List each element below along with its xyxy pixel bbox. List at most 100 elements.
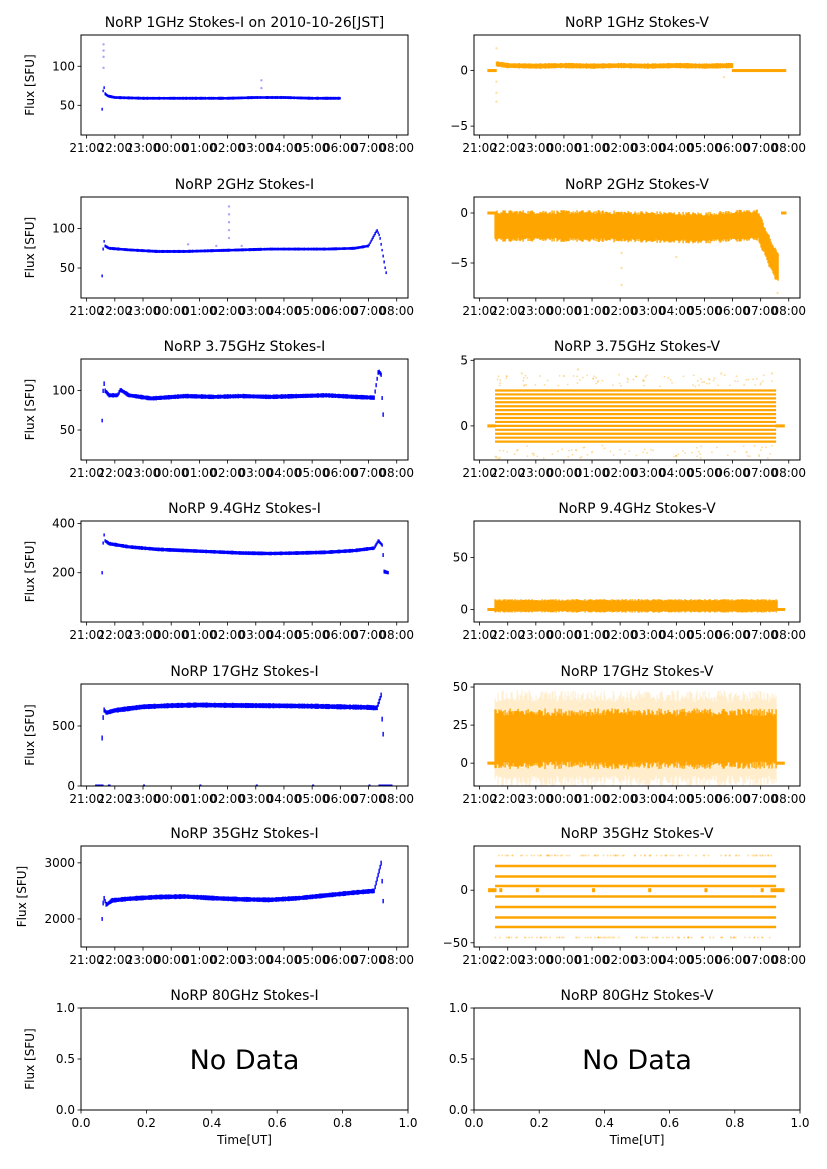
x-tick-label: 21:00 — [462, 792, 497, 806]
data-point — [628, 450, 631, 452]
data-point — [708, 382, 711, 385]
subplot-1ghz-i: 50 100 21:0022:0023:0000:0001:0002:0003:00… — [23, 15, 414, 155]
y-tick-label: 0 — [460, 756, 468, 770]
data-point — [660, 854, 663, 857]
data-point — [687, 936, 690, 939]
data-point — [702, 854, 705, 857]
data-point — [524, 936, 527, 939]
data-point — [602, 854, 605, 857]
x-tick-label: 07:00 — [743, 466, 778, 480]
series-signal — [495, 61, 734, 69]
data-point — [506, 854, 509, 857]
data-point — [539, 854, 542, 857]
data-point — [683, 936, 686, 939]
data-point — [733, 936, 736, 939]
x-tick-label: 00:00 — [547, 466, 582, 480]
data-point — [705, 382, 708, 385]
data-mark — [648, 888, 652, 893]
data-point — [583, 446, 586, 449]
x-tick-label: 06:00 — [323, 953, 358, 967]
data-point — [748, 936, 751, 939]
data-point — [539, 854, 542, 857]
data-point — [682, 449, 684, 452]
series-levels — [488, 854, 785, 939]
data-point — [634, 854, 637, 857]
subplot-title: NoRP 80GHz Stokes-I — [170, 988, 318, 1004]
data-point — [672, 854, 675, 857]
subplot-title: NoRP 17GHz Stokes-V — [561, 664, 714, 680]
data-point — [528, 936, 531, 939]
data-point — [549, 936, 552, 939]
data-point — [732, 936, 735, 939]
x-tick-label: 22:00 — [490, 466, 525, 480]
data-point — [762, 380, 764, 383]
data-point — [543, 936, 546, 939]
data-point — [678, 854, 681, 857]
data-point — [699, 453, 702, 455]
x-tick-label: 1.0 — [790, 1116, 809, 1130]
plot-area — [487, 690, 785, 786]
data-point — [495, 456, 498, 459]
data-point — [776, 291, 779, 295]
data-point — [744, 936, 747, 939]
data-point — [522, 376, 525, 379]
data-point — [507, 936, 510, 939]
x-tick-label: 03:00 — [238, 304, 273, 318]
data-point — [613, 936, 616, 939]
data-point — [506, 451, 509, 453]
data-point — [579, 379, 581, 382]
x-tick-label: 00:00 — [547, 953, 582, 967]
data-point — [576, 936, 579, 939]
x-tick-label: 00:00 — [547, 304, 582, 318]
data-point — [678, 854, 681, 857]
x-tick-label: 04:00 — [659, 141, 694, 155]
data-point — [650, 448, 652, 451]
data-point — [519, 854, 522, 857]
data-point — [713, 377, 716, 380]
data-point — [767, 854, 770, 857]
data-point — [700, 936, 703, 939]
y-axis-label: Flux [SFU] — [15, 866, 29, 927]
x-tick-label: 04:00 — [267, 953, 302, 967]
data-point — [708, 379, 711, 381]
data-point — [524, 374, 527, 377]
series-zero-post — [781, 211, 787, 215]
series-baseline — [101, 860, 384, 921]
data-point — [523, 384, 526, 386]
data-point — [592, 377, 595, 380]
subplot-title: NoRP 80GHz Stokes-V — [561, 988, 714, 1004]
x-tick-label: 02:00 — [603, 304, 638, 318]
data-point — [579, 854, 582, 857]
data-point — [507, 854, 510, 857]
x-tick-label: 07:00 — [351, 466, 386, 480]
data-point — [537, 854, 540, 857]
y-tick-label: 2000 — [44, 912, 75, 926]
data-point — [770, 854, 773, 857]
data-point — [642, 384, 645, 387]
data-point — [556, 854, 559, 857]
data-point — [761, 936, 764, 939]
data-point — [678, 936, 681, 939]
data-mark — [770, 888, 785, 893]
series-halo — [494, 690, 777, 786]
y-axis-label: Flux [SFU] — [23, 54, 37, 115]
data-point — [576, 382, 579, 384]
data-point — [642, 380, 645, 383]
data-point — [565, 854, 568, 857]
data-point — [753, 936, 756, 939]
data-point — [682, 375, 685, 378]
data-point — [619, 448, 621, 451]
data-point — [504, 854, 507, 857]
subplot-375ghz-i: 50 100 21:0022:0023:0000:0001:0002:0003:00… — [23, 339, 414, 480]
x-tick-label: 06:00 — [715, 141, 750, 155]
data-point — [633, 854, 636, 857]
series-zero-post — [775, 761, 785, 765]
data-point — [102, 49, 105, 52]
x-tick-label: 02:00 — [210, 466, 245, 480]
x-tick-label: 05:00 — [295, 466, 330, 480]
data-mark — [535, 888, 539, 893]
x-tick-label: 04:00 — [659, 466, 694, 480]
data-point — [738, 854, 741, 857]
x-tick-label: 02:00 — [603, 466, 638, 480]
series-band — [494, 708, 777, 770]
